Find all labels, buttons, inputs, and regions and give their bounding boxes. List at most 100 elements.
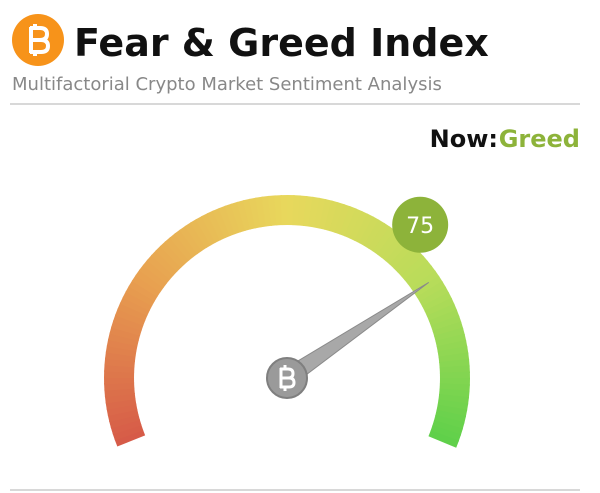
gauge-arc-segment	[436, 404, 468, 418]
gauge-arc-segment	[435, 333, 467, 348]
gauge-arc-segment	[104, 376, 135, 385]
gauge-arc-segment	[135, 269, 164, 293]
gauge-arc-segment	[104, 382, 135, 391]
gauge-arc-segment	[439, 388, 470, 399]
gauge-arc-segment	[363, 219, 386, 249]
gauge-arc-segment	[122, 290, 153, 311]
gauge-arc-segment	[146, 254, 175, 280]
gauge-arc-segment	[174, 229, 198, 258]
gauge-arc-segment	[236, 200, 252, 231]
gauge-arc-segment	[334, 203, 351, 235]
gauge-arc-segment	[437, 346, 469, 358]
gauge-arc-segment	[438, 393, 469, 405]
gauge-arc-segment	[432, 321, 464, 337]
value-label: 75	[406, 214, 434, 239]
gauge-arc-segment	[114, 429, 146, 447]
gauge-arc-segment	[119, 296, 150, 316]
gauge-arc-segment	[410, 270, 440, 294]
gauge-arc-segment	[280, 195, 289, 226]
gauge-arc-segment	[106, 403, 138, 417]
gauge-arc-segment	[142, 259, 171, 284]
gauge-arc-segment	[195, 215, 217, 246]
gauge-arc-segment	[110, 419, 142, 435]
gauge-arc-segment	[302, 196, 314, 227]
gauge-arc-segment	[430, 425, 462, 442]
gauge-arc-segment	[372, 226, 396, 255]
gauge-arc-segment	[393, 246, 420, 273]
gauge-arc-segment	[376, 229, 401, 259]
gauge-arc-segment	[179, 225, 203, 255]
gauge-arc-segment	[433, 415, 465, 430]
gauge-arc-segment	[308, 196, 321, 228]
gauge-arc-segment	[344, 208, 363, 239]
gauge-arc-segment	[404, 260, 432, 285]
gauge-arc-segment	[434, 327, 465, 343]
hub-glyph	[279, 365, 296, 391]
gauge-arc-segment	[190, 218, 212, 249]
gauge-arc-segment	[368, 222, 391, 252]
gauge-arc-segment	[407, 265, 436, 289]
gauge-arc-segment	[255, 196, 267, 228]
gauge-arc-segment	[436, 339, 468, 353]
gauge-arc-segment	[115, 308, 146, 326]
gauge-arc-segment	[128, 279, 158, 302]
gauge-arc-segment	[107, 408, 139, 423]
gauge-arc-segment	[354, 213, 375, 244]
gauge-arc-segment	[109, 326, 141, 341]
gauge-arc-segment	[274, 195, 283, 226]
gauge-arc-segment	[138, 264, 168, 289]
gauge-arc-segment	[424, 297, 455, 317]
gauge-arc-segment	[339, 206, 357, 237]
gauge-arc-segment	[155, 245, 182, 272]
gauge-arc-segment	[117, 302, 148, 321]
gauge-arc-segment	[324, 200, 339, 232]
gauge-arc-segment	[435, 409, 467, 424]
gauge-arc-segment	[125, 285, 156, 307]
gauge-arc-segment	[169, 233, 194, 261]
gauge-arc-segment	[105, 351, 136, 363]
gauge-arc-segment	[397, 250, 424, 277]
gauge-arc-segment	[428, 430, 459, 448]
gauge-arc-segment	[104, 357, 135, 368]
gauge-arc-segment	[416, 281, 447, 303]
status-label: Now:	[430, 125, 498, 153]
gauge-arc-segment	[201, 212, 221, 243]
gauge-arc-segment	[230, 201, 246, 233]
logo-glyph	[29, 24, 51, 56]
gauge-arc-segment	[329, 202, 345, 233]
gauge-arc-segment	[432, 420, 463, 436]
gauge-arc-segment	[224, 203, 241, 235]
gauge-arc-segment	[242, 198, 257, 230]
gauge-arc-segment	[426, 303, 458, 322]
gauge-arc-segment	[428, 309, 460, 327]
gauge-arc-segment	[112, 314, 144, 331]
gauge-arc-segment	[313, 197, 327, 229]
gauge-arc-segment	[109, 413, 140, 429]
subtitle: Multifactorial Crypto Market Sentiment A…	[12, 74, 442, 95]
gauge-arc-segment	[400, 255, 429, 281]
gauge-arc-segment	[106, 338, 138, 352]
gauge-arc-segment	[248, 197, 262, 229]
gauge-arc-segment	[105, 344, 137, 357]
title: Fear & Greed Index	[74, 21, 489, 65]
gauge-arc-segment	[422, 292, 453, 312]
gauge: 75	[104, 195, 470, 448]
gauge-arc-segment	[437, 399, 469, 412]
gauge-arc-segment	[318, 198, 333, 230]
gauge-arc-segment	[112, 424, 144, 441]
gauge-arc-segment	[184, 222, 207, 252]
gauge-arc-segment	[164, 236, 190, 265]
gauge-arc-segment	[349, 210, 369, 241]
gauge-arc-segment	[107, 332, 139, 347]
gauge-arc-segment	[206, 210, 226, 241]
gauge-arc-segment	[439, 371, 470, 380]
value-badge	[392, 196, 449, 253]
gauge-arc-segment	[419, 286, 450, 308]
gauge-arc-segment	[430, 315, 462, 332]
gauge-arc-segment	[358, 216, 380, 247]
status: Greed	[499, 125, 580, 153]
gauge-arc-segment	[297, 195, 308, 226]
gauge-arc-segment	[218, 205, 236, 237]
gauge-arc-segment	[159, 241, 186, 268]
